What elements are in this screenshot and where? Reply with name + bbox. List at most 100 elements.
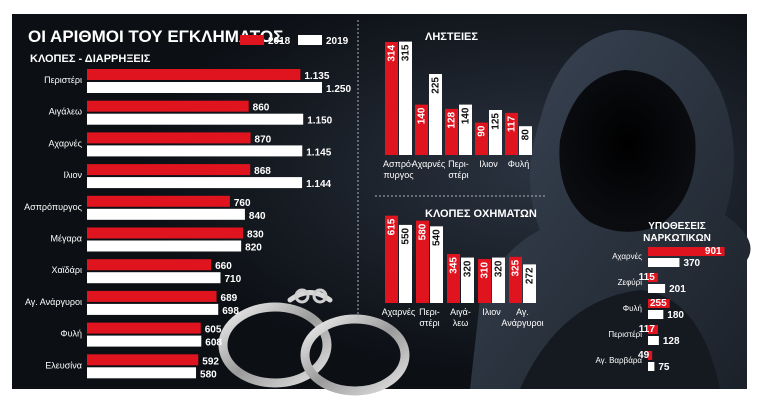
value-label-2019: 180 bbox=[667, 310, 684, 321]
category-label: Ελευσίνα bbox=[45, 360, 82, 370]
bar-2019 bbox=[648, 284, 666, 293]
handcuffs-illustration bbox=[218, 288, 410, 396]
chart-title: ΛΗΣΤΕΙΕΣ bbox=[425, 31, 478, 43]
category-label: πυργος bbox=[383, 170, 414, 180]
bar-2018 bbox=[475, 122, 488, 155]
bar-2018 bbox=[87, 195, 230, 207]
chart-title: ΥΠΟΘΕΣΕΙΣ bbox=[648, 221, 706, 232]
value-label-2018: 860 bbox=[253, 103, 270, 114]
category-label: Ασπρόπυργος bbox=[24, 202, 83, 212]
value-label-2018: 115 bbox=[639, 272, 656, 283]
robberies-chart: ΛΗΣΤΕΙΕΣ 314 315 Ασπρό-πυργος 140 225 Αχαρνές 1… bbox=[383, 31, 532, 180]
value-label-2018: 660 bbox=[215, 261, 232, 272]
category-label: Αχαρνές bbox=[49, 138, 83, 148]
value-label-2018: 90 bbox=[477, 125, 488, 137]
value-label-2018: 345 bbox=[449, 257, 460, 274]
category-label: Περιστέρι bbox=[608, 330, 642, 339]
bar-2018 bbox=[648, 325, 658, 334]
bar-2019 bbox=[87, 177, 303, 189]
value-label-2019: 370 bbox=[683, 258, 700, 269]
bar-2019 bbox=[461, 257, 474, 303]
bar-2018 bbox=[385, 41, 398, 155]
bar-2019 bbox=[430, 226, 443, 303]
value-label-2018: 615 bbox=[387, 218, 398, 235]
value-label-2019: 128 bbox=[663, 336, 680, 347]
value-label-2019: 710 bbox=[224, 274, 241, 285]
value-label-2018: 605 bbox=[205, 325, 222, 336]
category-label: Φυλή bbox=[60, 329, 82, 339]
bar-2018 bbox=[648, 299, 670, 308]
bar-2018 bbox=[416, 220, 429, 303]
category-label: στέρι bbox=[448, 170, 468, 180]
value-label-2019: 1.250 bbox=[326, 84, 351, 95]
bar-2018 bbox=[87, 132, 251, 144]
bar-2018 bbox=[385, 215, 398, 303]
bar-2019 bbox=[648, 310, 664, 319]
bar-2018 bbox=[87, 227, 244, 239]
category-label: Ιλιον bbox=[63, 170, 82, 180]
value-label-2018: 325 bbox=[511, 259, 522, 276]
page-title: ΟΙ ΑΡΙΘΜΟΙ ΤΟΥ ΕΓΚΛΗΜΑΤΟΣ bbox=[28, 27, 283, 46]
bar-2019 bbox=[87, 208, 245, 220]
chart-title: ΚΛΟΠΕΣ ΟΧΗΜΑΤΩΝ bbox=[425, 208, 537, 220]
value-label-2019: 125 bbox=[491, 113, 502, 130]
value-label-2019: 315 bbox=[401, 44, 412, 61]
value-label-2018: 117 bbox=[639, 324, 656, 335]
category-label: Περι- bbox=[448, 159, 469, 169]
value-label-2018: 830 bbox=[247, 230, 264, 241]
bar-2018 bbox=[87, 259, 212, 271]
bar-2019 bbox=[87, 145, 303, 157]
value-label-2019: 75 bbox=[658, 362, 670, 373]
bar-2018 bbox=[415, 104, 428, 155]
bar-2019 bbox=[399, 41, 412, 155]
value-label-2018: 314 bbox=[387, 45, 398, 62]
value-label-2019: 140 bbox=[461, 107, 472, 124]
value-label-2018: 901 bbox=[705, 246, 722, 257]
value-label-2018: 128 bbox=[447, 111, 458, 128]
value-label-2019: 580 bbox=[200, 369, 217, 380]
chart-title: ΝΑΡΚΩΤΙΚΩΝ bbox=[643, 233, 711, 244]
category-label: Ασπρό- bbox=[383, 159, 414, 169]
value-label-2018: 1.135 bbox=[304, 71, 329, 82]
value-label-2018: 310 bbox=[480, 262, 491, 279]
category-label: λεω bbox=[453, 318, 469, 328]
value-label-2018: 868 bbox=[254, 166, 271, 177]
legend-label-2019: 2019 bbox=[326, 36, 349, 47]
bar-2018 bbox=[87, 100, 249, 112]
bar-2018 bbox=[87, 322, 201, 334]
bar-2018 bbox=[648, 273, 658, 282]
value-label-2019: 698 bbox=[222, 306, 239, 317]
value-label-2019: 1.150 bbox=[307, 116, 332, 127]
category-label: Αγ. Ανάργυροι bbox=[25, 297, 82, 307]
value-label-2018: 870 bbox=[255, 134, 272, 145]
bar-2019 bbox=[87, 82, 322, 93]
category-label: Αγ. Βαρβάρα bbox=[595, 356, 642, 365]
category-label: Φυλή bbox=[508, 159, 530, 169]
value-label-2019: 201 bbox=[669, 284, 686, 295]
bar-2018 bbox=[445, 108, 458, 155]
bar-2018 bbox=[87, 69, 301, 80]
bar-2018 bbox=[648, 247, 725, 256]
bar-2018 bbox=[87, 354, 199, 366]
category-label: Αιγά- bbox=[450, 307, 471, 317]
bar-2019 bbox=[429, 74, 442, 155]
value-label-2019: 225 bbox=[431, 77, 442, 94]
bar-2019 bbox=[648, 362, 655, 371]
category-label: Ιλιον bbox=[479, 159, 498, 169]
legend-swatch-2019 bbox=[298, 35, 322, 45]
category-label: Περι- bbox=[419, 307, 440, 317]
bar-2018 bbox=[505, 112, 518, 155]
value-label-2019: 840 bbox=[249, 211, 266, 222]
bar-2019 bbox=[492, 257, 505, 303]
legend-swatch-2018 bbox=[240, 35, 264, 45]
value-label-2018: 689 bbox=[221, 293, 238, 304]
bar-2019 bbox=[489, 110, 502, 155]
bar-2019 bbox=[648, 336, 659, 345]
category-label: Φυλή bbox=[623, 304, 642, 313]
burglaries-chart: ΚΛΟΠΕΣ - ΔΙΑΡΡΗΞΕΙΣ Περιστέρι 1.135 1.250 Αι… bbox=[24, 53, 351, 380]
category-label: Ιλιον bbox=[482, 307, 501, 317]
category-label: Περιστέρι bbox=[44, 75, 82, 85]
bar-2019 bbox=[87, 113, 304, 125]
hooded-figure-illustration bbox=[470, 29, 751, 389]
